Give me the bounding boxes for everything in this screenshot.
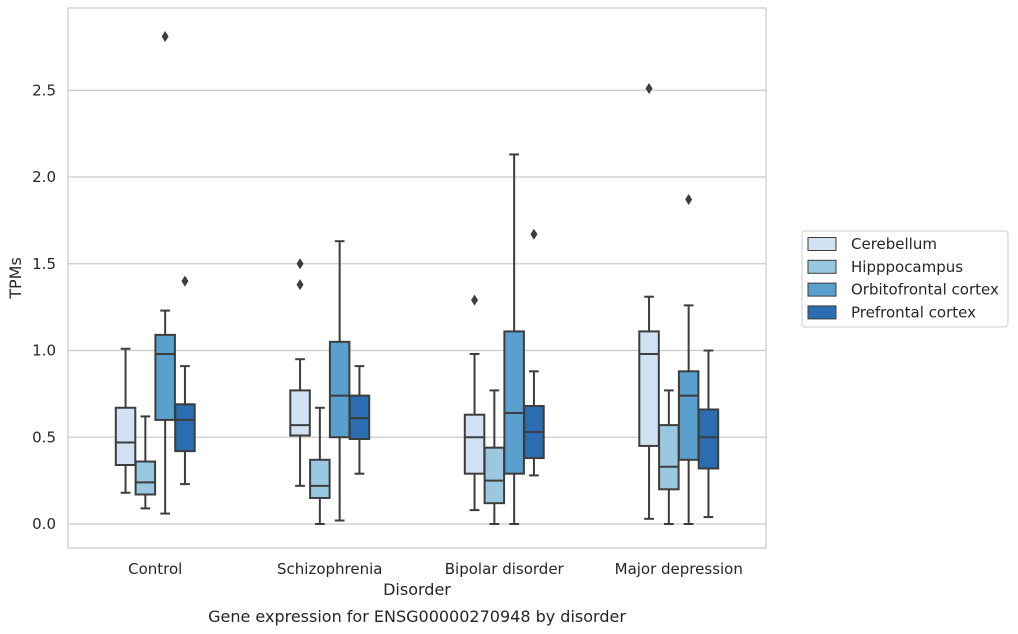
box-body [658,424,680,491]
legend-swatch [807,305,837,320]
box [503,153,525,525]
x-tick-label: Schizophrenia [277,560,382,578]
legend-swatch [807,259,837,274]
legend-label: Cerebellum [851,235,937,253]
x-ticks: Control Schizophrenia Bipolar disorder Majo… [128,560,743,578]
box-body [174,403,196,453]
box [697,349,720,519]
legend-swatch [807,237,837,251]
box-body [638,330,660,447]
outlier-point [161,30,169,42]
box [658,389,680,525]
y-tick-label: 1.5 [32,255,56,273]
plot-area [67,7,767,549]
box [638,83,660,520]
box [309,406,331,525]
box [289,258,311,487]
outlier-point [471,294,479,306]
y-axis-title: TPMs [6,257,25,300]
box [134,415,157,510]
outlier-point [645,83,653,95]
box-body [114,406,137,467]
box [463,294,486,512]
y-tick-label: 0.5 [32,428,56,446]
box-body [328,340,351,439]
box [348,365,371,475]
y-ticks: 0.0 0.5 1.0 1.5 2.0 2.5 [32,81,56,533]
box [328,240,351,522]
legend-frame [801,230,1009,328]
y-tick-label: 0.0 [32,515,56,533]
outlier-point [296,258,304,270]
box [114,347,137,494]
box [523,228,545,477]
outlier-point [181,275,189,287]
x-tick-label: Control [128,560,182,578]
legend: Cerebellum Hipppocampus Orbitofrontal cort… [801,230,1009,328]
boxes [114,30,720,525]
box-body [289,389,311,437]
box [154,30,176,515]
x-tick-label: Major depression [615,560,743,578]
legend-label: Orbitofrontal cortex [851,281,999,299]
outlier-point [685,194,693,206]
box-body [483,446,506,505]
x-axis-title: Disorder [383,580,451,599]
chart-caption: Gene expression for ENSG00000270948 by d… [208,607,626,626]
box-body [309,458,331,499]
legend-label: Hipppocampus [851,258,963,276]
y-tick-label: 1.0 [32,342,56,360]
box-body [697,408,720,470]
y-tick-label: 2.5 [32,81,56,99]
box-body [134,460,157,496]
outlier-point [296,279,304,291]
legend-label: Prefrontal cortex [851,303,976,321]
x-tick-label: Bipolar disorder [445,560,565,578]
box-body [503,330,525,475]
box [483,389,506,525]
box [677,194,700,525]
box-body [677,370,700,461]
box-body [154,333,176,421]
y-tick-label: 2.0 [32,168,56,186]
outlier-point [530,228,538,240]
legend-swatch [807,282,837,297]
box [174,275,196,486]
box-body [463,413,486,475]
